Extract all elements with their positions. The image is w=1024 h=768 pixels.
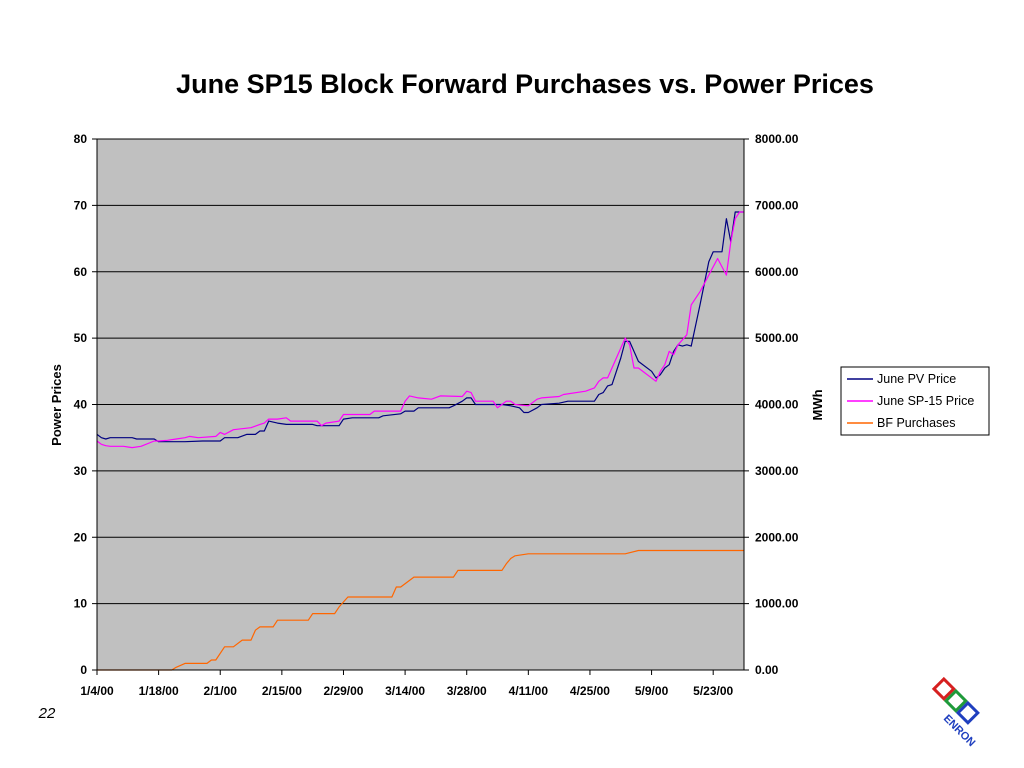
legend: June PV Price June SP-15 Price BF Purchase… bbox=[840, 366, 990, 436]
left-axis-title: Power Prices bbox=[49, 364, 64, 446]
x-tick-label: 3/28/00 bbox=[447, 684, 487, 698]
left-axis-ticks: 0 10 20 30 40 50 60 70 80 bbox=[74, 132, 97, 677]
right-axis-ticks: 0.00 1000.00 2000.00 3000.00 4000.00 5000.00 6… bbox=[744, 132, 799, 677]
chart-title: June SP15 Block Forward Purchases vs. Po… bbox=[176, 69, 874, 99]
right-tick-label: 3000.00 bbox=[755, 464, 799, 478]
series-line-june-pv-price bbox=[96, 211, 744, 443]
series-lines bbox=[96, 211, 744, 671]
x-tick-label: 3/14/00 bbox=[385, 684, 425, 698]
left-tick-label: 80 bbox=[74, 132, 88, 146]
legend-label-bf-purchases: BF Purchases bbox=[877, 416, 956, 430]
left-tick-label: 50 bbox=[74, 331, 88, 345]
left-tick-label: 70 bbox=[74, 198, 88, 212]
left-tick-label: 60 bbox=[74, 265, 88, 279]
series-line-bf-purchases bbox=[97, 549, 744, 671]
right-tick-label: 2000.00 bbox=[755, 530, 799, 544]
right-tick-label: 7000.00 bbox=[755, 198, 799, 212]
x-tick-label: 5/23/00 bbox=[693, 684, 733, 698]
left-tick-label: 0 bbox=[80, 663, 87, 677]
x-tick-label: 2/1/00 bbox=[204, 684, 238, 698]
gridlines bbox=[97, 138, 744, 605]
legend-label-june-pv-price: June PV Price bbox=[877, 372, 956, 386]
enron-logo-icon bbox=[931, 676, 980, 725]
x-tick-label: 4/11/00 bbox=[509, 684, 549, 698]
x-tick-label: 5/9/00 bbox=[635, 684, 669, 698]
x-tick-label: 2/15/00 bbox=[262, 684, 302, 698]
left-tick-label: 30 bbox=[74, 464, 88, 478]
legend-label-june-sp-15-price: June SP-15 Price bbox=[877, 394, 974, 408]
left-tick-label: 40 bbox=[74, 398, 88, 412]
series-line-june-sp-15-price bbox=[96, 211, 744, 449]
left-tick-label: 10 bbox=[74, 597, 88, 611]
x-tick-label: 1/4/00 bbox=[80, 684, 114, 698]
x-axis-ticks: 1/4/00 1/18/00 2/1/00 2/15/00 2/29/00 3/14/00… bbox=[80, 670, 734, 698]
x-tick-label: 4/25/00 bbox=[570, 684, 610, 698]
right-tick-label: 8000.00 bbox=[755, 132, 799, 146]
right-tick-label: 4000.00 bbox=[755, 398, 799, 412]
right-tick-label: 0.00 bbox=[755, 663, 779, 677]
left-tick-label: 20 bbox=[74, 530, 88, 544]
right-tick-label: 1000.00 bbox=[755, 597, 799, 611]
page-number: 22 bbox=[38, 705, 56, 722]
right-axis-title: MWh bbox=[810, 389, 825, 420]
right-tick-label: 6000.00 bbox=[755, 265, 799, 279]
x-tick-label: 2/29/00 bbox=[323, 684, 363, 698]
x-tick-label: 1/18/00 bbox=[139, 684, 179, 698]
right-tick-label: 5000.00 bbox=[755, 331, 799, 345]
